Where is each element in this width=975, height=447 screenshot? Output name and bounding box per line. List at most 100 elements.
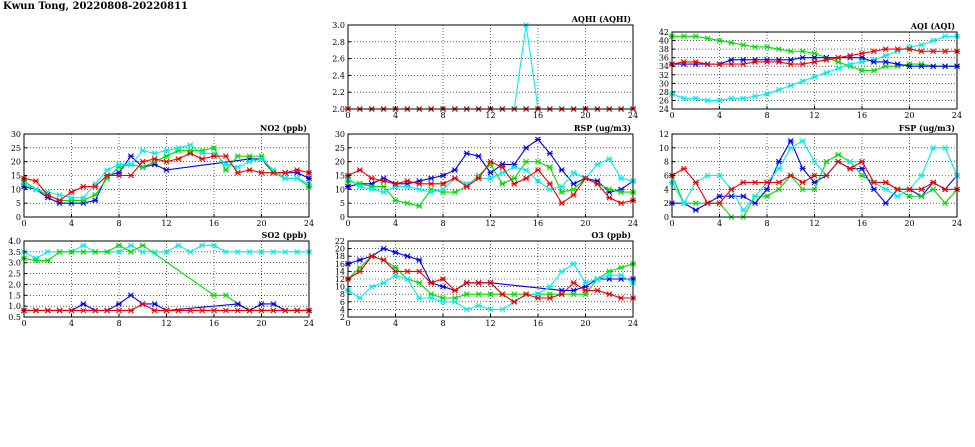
no2-series-red-point [163, 158, 170, 165]
o3-series-red-point [606, 291, 613, 298]
aqi-series-blue-point [740, 56, 747, 63]
so2-series-cyan-point [127, 242, 134, 249]
aqi-ytick-label: 24 [659, 105, 669, 114]
aqhi-ytick-label: 3.0 [332, 21, 345, 30]
no2-series-cyan-point [139, 147, 146, 154]
aqi-series-red-point [704, 61, 711, 67]
aqhi-ytick-label: 2.4 [332, 71, 345, 80]
no2-title: NO2 (ppb) [260, 123, 307, 133]
no2-series-blue-point [92, 197, 99, 204]
aqi-series-blue-point [930, 63, 937, 70]
aqi-series-blue-point [870, 59, 877, 65]
fsp-ytick-label: 2 [664, 199, 669, 208]
aqi-xtick-label: 20 [904, 111, 914, 120]
so2-series-red-point [282, 307, 289, 314]
fsp-series-cyan-point [775, 165, 782, 172]
aqi-series-red-point [692, 59, 699, 65]
so2-series-cyan-point [246, 248, 253, 255]
rsp-series-cyan-point [570, 169, 577, 176]
no2-ytick-label: 0 [16, 213, 21, 222]
so2-series-red-point [116, 307, 122, 314]
fsp-series-red-point [882, 179, 889, 186]
aqi-series-green-point [764, 44, 770, 50]
no2-ytick-label: 20 [11, 158, 21, 167]
o3-series-cyan-point [463, 306, 470, 313]
so2-series-cyan-point [175, 242, 182, 249]
no2-series-blue-point [163, 167, 170, 173]
aqi-series-red-point [930, 48, 937, 55]
rsp-series-red-point [570, 191, 577, 198]
aqi-series-blue-point [894, 61, 901, 67]
no2-series-cyan-point [199, 150, 206, 157]
o3-series-red-point [404, 268, 411, 275]
rsp-xtick-label: 16 [533, 219, 543, 228]
rsp-xtick-label: 12 [485, 219, 495, 228]
fsp-series-green-point [692, 200, 699, 207]
so2-series-green-point [127, 248, 134, 255]
o3-ytick-label: 10 [335, 283, 345, 292]
rsp-series-blue-point [523, 144, 530, 151]
so2-series-red-point [44, 307, 51, 314]
so2-series-green-point [32, 257, 39, 264]
no2-series-red-point [151, 156, 158, 162]
so2-series-blue-point [270, 301, 277, 307]
fsp-series-cyan-point [918, 172, 925, 179]
aqi-ytick-label: 38 [659, 45, 669, 54]
so2-series-red-point [80, 307, 87, 314]
fsp-series-red-point [704, 200, 711, 207]
no2-series-cyan-point [222, 161, 229, 168]
fsp-series-green-point [811, 186, 818, 193]
o3-series-green-point [463, 291, 470, 298]
rsp-series-cyan-point [546, 186, 553, 193]
fsp-series-blue-point [752, 200, 759, 207]
fsp-title: FSP (ug/m3) [899, 123, 955, 133]
aqi-ytick-label: 30 [659, 79, 669, 88]
so2-series-cyan-point [258, 248, 265, 255]
aqi-series-red-point [680, 59, 687, 65]
rsp-ytick-label: 10 [335, 185, 345, 194]
rsp-series-red-point [606, 194, 613, 201]
aqi-xtick-label: 4 [717, 111, 722, 120]
so2-series-red-point [92, 307, 99, 314]
o3-series-blue-line [347, 247, 633, 292]
fsp-xtick-label: 4 [717, 219, 722, 228]
fsp-series-red-point [859, 158, 865, 165]
aqi-series-red-point [894, 46, 901, 53]
aqi-series-blue-point [918, 63, 925, 70]
fsp-series-red-point [823, 172, 830, 179]
fsp-xtick-label: 20 [904, 219, 914, 228]
fsp-series-red-point [752, 179, 759, 186]
rsp-series-red-point [440, 180, 446, 187]
aqhi-title: AQHI (AQHI) [571, 14, 632, 24]
fsp-series-green-point [775, 186, 782, 193]
so2-series-red-point [222, 307, 229, 314]
no2-series-red-point [282, 169, 289, 176]
o3-series-red-point [499, 291, 506, 298]
no2-series-cyan-point [32, 186, 39, 193]
so2-series-red-point [56, 307, 63, 314]
aqi-series-cyan-point [704, 97, 711, 104]
aqhi-xtick-label: 0 [345, 111, 350, 120]
fsp-series-blue-point [870, 186, 877, 193]
aqi-series-green-point [692, 33, 699, 40]
rsp-ytick-label: 0 [340, 213, 345, 222]
rsp-series-green-point [392, 197, 399, 204]
rsp-series-blue-point [546, 150, 553, 157]
rsp-series-green-point [606, 186, 613, 193]
so2-series-red-point [139, 301, 146, 307]
rsp-series-red-point [582, 175, 589, 182]
no2-series-green-point [246, 153, 253, 160]
page-title: Kwun Tong, 20220808-20220811 [3, 1, 188, 12]
rsp-series-green-point [558, 189, 565, 195]
no2-xtick-label: 24 [304, 219, 314, 228]
aqi-series-green-point [775, 46, 782, 53]
no2-series-red-point [270, 169, 277, 176]
o3-series-red-point [368, 253, 375, 260]
o3-series-red-point [416, 268, 423, 275]
aqi-series-cyan-point [716, 97, 723, 104]
fsp-series-cyan-point [942, 144, 949, 151]
aqhi-xtick-label: 16 [533, 111, 543, 120]
fsp-series-red-point [835, 158, 842, 165]
so2-series-red-point [175, 307, 182, 314]
